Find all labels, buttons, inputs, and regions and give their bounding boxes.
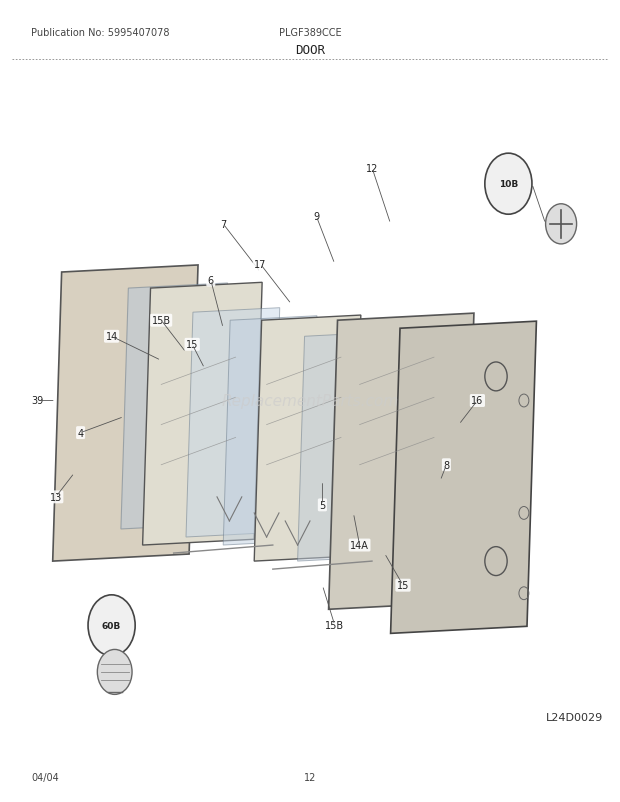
Polygon shape	[391, 322, 536, 634]
Text: 7: 7	[220, 220, 226, 229]
Text: 15: 15	[186, 340, 198, 350]
Text: 15B: 15B	[326, 621, 344, 630]
Text: 15: 15	[397, 581, 409, 590]
Circle shape	[88, 595, 135, 656]
Polygon shape	[53, 265, 198, 561]
Text: 9: 9	[313, 212, 319, 221]
Polygon shape	[254, 316, 361, 561]
Text: 12: 12	[304, 772, 316, 782]
Text: 15B: 15B	[152, 316, 171, 326]
Circle shape	[97, 650, 132, 695]
Text: 8: 8	[443, 460, 449, 470]
Text: L24D0029: L24D0029	[546, 712, 603, 722]
Text: 14: 14	[105, 332, 118, 342]
Text: 16: 16	[471, 396, 484, 406]
Polygon shape	[298, 332, 391, 561]
Circle shape	[485, 154, 532, 215]
Polygon shape	[186, 308, 280, 537]
Polygon shape	[143, 283, 262, 545]
Text: 39: 39	[31, 396, 43, 406]
Text: DOOR: DOOR	[295, 44, 325, 57]
Polygon shape	[223, 316, 317, 545]
Text: 13: 13	[50, 492, 62, 502]
Text: PLGF389CCE: PLGF389CCE	[278, 28, 342, 38]
Polygon shape	[121, 284, 228, 529]
Text: ReplacementParts.com: ReplacementParts.com	[221, 394, 399, 408]
Text: 04/04: 04/04	[31, 772, 59, 782]
Text: 12: 12	[366, 164, 378, 173]
Polygon shape	[329, 314, 474, 610]
Circle shape	[546, 205, 577, 245]
Text: 5: 5	[319, 500, 326, 510]
Text: 6: 6	[208, 276, 214, 286]
Text: 10: 10	[555, 220, 567, 229]
Text: 4: 4	[78, 428, 84, 438]
Text: Publication No: 5995407078: Publication No: 5995407078	[31, 28, 169, 38]
Text: 10B: 10B	[498, 180, 518, 189]
Text: 17: 17	[254, 260, 267, 269]
Text: 60B: 60B	[102, 621, 122, 630]
Text: 14A: 14A	[350, 541, 369, 550]
